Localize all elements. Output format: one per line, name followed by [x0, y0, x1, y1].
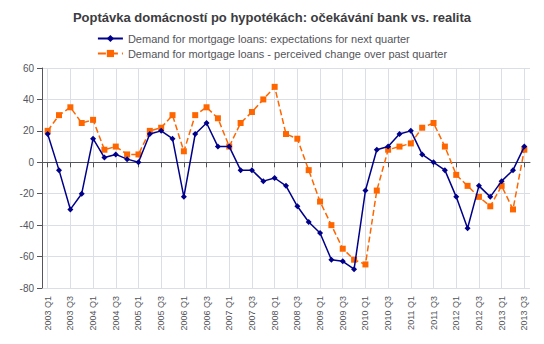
svg-text:2006 Q1: 2006 Q1	[179, 296, 189, 331]
svg-text:Demand for mortgage loans: exp: Demand for mortgage loans: expectations …	[128, 33, 410, 45]
svg-text:2009 Q1: 2009 Q1	[315, 296, 325, 331]
svg-text:2006 Q3: 2006 Q3	[202, 296, 212, 331]
svg-text:2007 Q1: 2007 Q1	[224, 296, 234, 331]
svg-text:2005 Q1: 2005 Q1	[133, 296, 143, 331]
svg-text:-80: -80	[20, 283, 35, 294]
svg-text:2004 Q3: 2004 Q3	[111, 296, 121, 331]
svg-text:2013 Q1: 2013 Q1	[497, 296, 507, 331]
svg-text:2003 Q1: 2003 Q1	[43, 296, 53, 331]
svg-text:2011 Q1: 2011 Q1	[406, 296, 416, 330]
svg-text:2010 Q3: 2010 Q3	[383, 296, 393, 331]
svg-text:60: 60	[23, 63, 35, 74]
svg-text:2005 Q3: 2005 Q3	[156, 296, 166, 331]
svg-text:2009 Q3: 2009 Q3	[338, 296, 348, 331]
svg-text:2012 Q1: 2012 Q1	[451, 296, 461, 331]
svg-text:-60: -60	[20, 251, 35, 262]
svg-text:-20: -20	[20, 188, 35, 199]
svg-text:2013 Q3: 2013 Q3	[519, 296, 529, 331]
svg-text:20: 20	[23, 125, 35, 136]
svg-text:2010 Q1: 2010 Q1	[360, 296, 370, 331]
svg-text:2004 Q1: 2004 Q1	[88, 296, 98, 331]
svg-text:2008 Q1: 2008 Q1	[270, 296, 280, 331]
svg-text:2003 Q3: 2003 Q3	[65, 296, 75, 331]
svg-text:2011 Q3: 2011 Q3	[429, 296, 439, 330]
svg-text:-40: -40	[20, 220, 35, 231]
svg-text:2008 Q3: 2008 Q3	[292, 296, 302, 331]
svg-text:0: 0	[28, 157, 34, 168]
svg-text:2012 Q3: 2012 Q3	[474, 296, 484, 331]
svg-text:2007 Q3: 2007 Q3	[247, 296, 257, 331]
svg-text:Poptávka domácností po hypoték: Poptávka domácností po hypotékách: očeká…	[73, 10, 472, 25]
svg-text:Demand for mortgage loans - pe: Demand for mortgage loans - perceived ch…	[128, 48, 448, 60]
svg-text:40: 40	[23, 94, 35, 105]
